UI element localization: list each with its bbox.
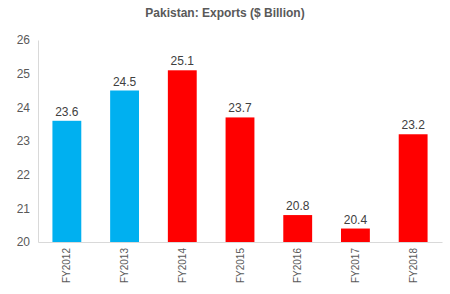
bar [283,215,312,242]
bar [341,229,370,242]
x-tick-label: FY2015 [235,248,246,283]
x-axis-line [39,242,443,243]
bar [110,91,139,243]
x-tick-label: FY2013 [119,248,130,283]
x-tick: FY2012 [61,248,72,283]
data-label: 20.4 [344,213,368,227]
y-tick: 20 [17,235,31,249]
data-label: 23.2 [401,118,425,132]
y-tick: 25 [17,67,31,81]
bars [52,70,427,242]
chart: Pakistan: Exports ($ Billion)20212223242… [0,0,450,294]
y-tick: 24 [17,101,31,115]
x-tick: FY2013 [119,248,130,283]
data-label: 24.5 [113,75,137,89]
y-tick-label: 26 [17,33,31,47]
y-tick: 26 [17,33,31,47]
x-axis: FY2012 FY2013 FY2014 FY2015 FY2016 FY2017 FY20… [39,243,443,284]
y-tick: 23 [17,134,31,148]
x-tick-label: FY2012 [61,248,72,283]
y-tick: 22 [17,168,31,182]
y-tick-label: 24 [17,101,31,115]
y-tick-label: 25 [17,67,31,81]
x-tick: FY2017 [350,248,361,283]
y-tick-label: 23 [17,134,31,148]
data-labels: 23.6 24.5 25.1 23.7 20.8 20.4 23.2 [55,54,425,226]
y-tick-label: 20 [17,235,31,249]
data-label: 23.7 [228,101,252,115]
x-tick: FY2014 [177,248,188,283]
x-tick-label: FY2017 [350,248,361,283]
x-tick: FY2018 [408,248,419,283]
data-label: 20.8 [286,199,310,213]
x-tick: FY2016 [292,248,303,283]
y-tick-label: 22 [17,168,31,182]
y-tick: 21 [17,202,31,216]
y-axis-line [38,41,39,243]
y-tick-label: 21 [17,202,31,216]
data-label: 23.6 [55,105,79,119]
data-label: 25.1 [171,54,195,68]
bar [226,117,255,242]
bar [399,134,428,242]
y-axis: 20 21 22 23 24 25 26 [17,33,39,249]
bar [52,121,81,242]
title: Pakistan: Exports ($ Billion) [145,6,304,20]
x-tick-label: FY2014 [177,248,188,283]
x-tick-label: FY2016 [292,248,303,283]
x-tick: FY2015 [235,248,246,283]
bar [168,70,197,242]
x-tick-label: FY2018 [408,248,419,283]
plot: 20212223242526FY2012FY2013FY2014FY2015FY… [17,33,443,283]
